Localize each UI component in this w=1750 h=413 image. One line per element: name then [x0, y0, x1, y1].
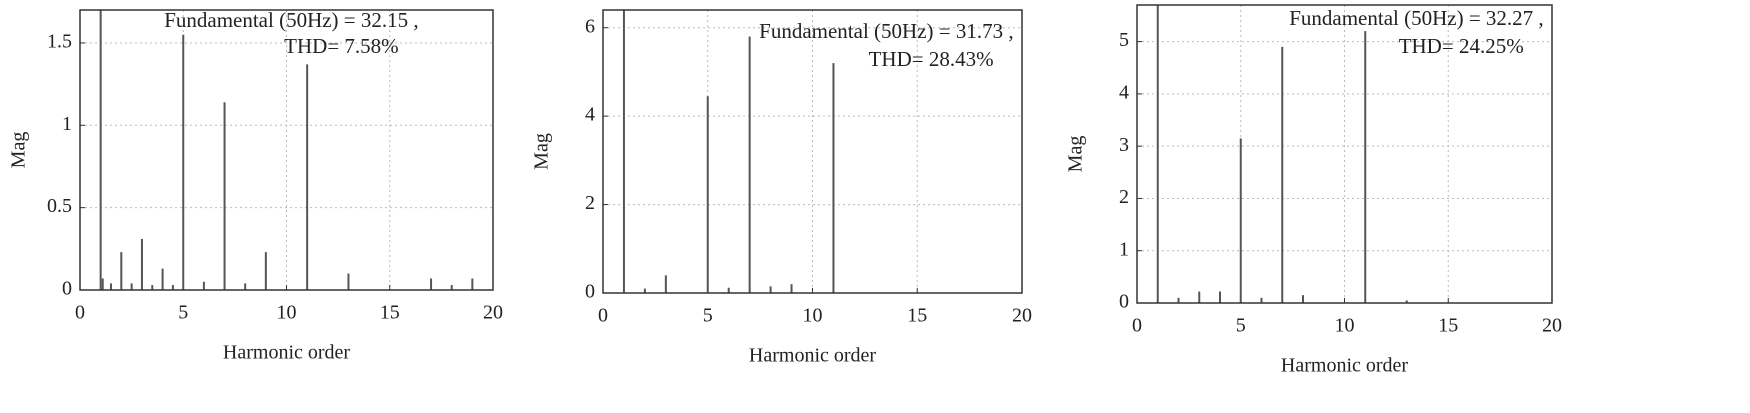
plot-frame [602, 9, 1023, 294]
y-axis-label: Mag [8, 132, 30, 169]
x-axis-label: Harmonic order [1281, 355, 1409, 377]
annotation: Fundamental (50Hz) = 32.15 , [164, 8, 418, 32]
x-tick-label: 15 [380, 302, 400, 324]
chart: 0 5 10 15 20 0 0.5 1 1.5 Fundamental (50Hz) = 32.… [8, 8, 503, 364]
x-axis-label: Harmonic order [223, 342, 351, 364]
chart: 0 5 10 15 20 0 2 4 6 Fundamental (50Hz) = 31.73 ,… [531, 9, 1032, 367]
x-tick-label: 20 [1012, 305, 1032, 327]
x-tick-label: 15 [1438, 315, 1458, 337]
y-tick-label: 2 [1119, 186, 1129, 208]
x-tick-label: 15 [907, 305, 927, 327]
x-tick-label: 0 [598, 305, 608, 327]
x-tick-label: 20 [1542, 315, 1562, 337]
x-tick-label: 5 [178, 302, 188, 324]
x-tick-label: 0 [1132, 315, 1142, 337]
x-tick-label: 5 [1236, 315, 1246, 337]
y-tick-label: 0.5 [47, 195, 72, 217]
plot-frame [79, 9, 494, 291]
x-tick-label: 0 [75, 302, 85, 324]
annotation: Fundamental (50Hz) = 32.27 , [1289, 6, 1543, 30]
y-tick-label: 1 [1119, 238, 1129, 260]
annotation: THD= 24.25% [1399, 34, 1524, 58]
annotation: THD= 7.58% [284, 34, 399, 58]
plot-frame [1136, 4, 1553, 304]
y-tick-label: 4 [1119, 81, 1129, 103]
annotation: Fundamental (50Hz) = 31.73 , [759, 19, 1013, 43]
y-axis-label: Mag [531, 133, 553, 170]
x-tick-label: 10 [277, 302, 297, 324]
y-axis-label: Mag [1065, 136, 1087, 173]
x-tick-label: 5 [703, 305, 713, 327]
y-tick-label: 4 [585, 104, 595, 126]
y-tick-label: 1 [62, 113, 72, 135]
annotation: THD= 28.43% [869, 47, 994, 71]
y-tick-label: 6 [585, 15, 595, 37]
chart: 0 5 10 15 20 0 1 2 3 4 5 Fundamental (50Hz) = 32.27… [1065, 4, 1562, 377]
y-tick-label: 2 [585, 192, 595, 214]
x-tick-label: 10 [803, 305, 823, 327]
x-tick-label: 20 [483, 302, 503, 324]
y-tick-label: 0 [62, 278, 72, 300]
y-tick-label: 0 [1119, 291, 1129, 313]
x-axis-label: Harmonic order [749, 345, 877, 367]
plot-area [1137, 5, 1552, 303]
y-tick-label: 3 [1119, 134, 1129, 156]
x-tick-label: 10 [1335, 315, 1355, 337]
y-tick-label: 0 [585, 281, 595, 303]
y-tick-label: 1.5 [47, 31, 72, 53]
y-tick-label: 5 [1119, 29, 1129, 51]
